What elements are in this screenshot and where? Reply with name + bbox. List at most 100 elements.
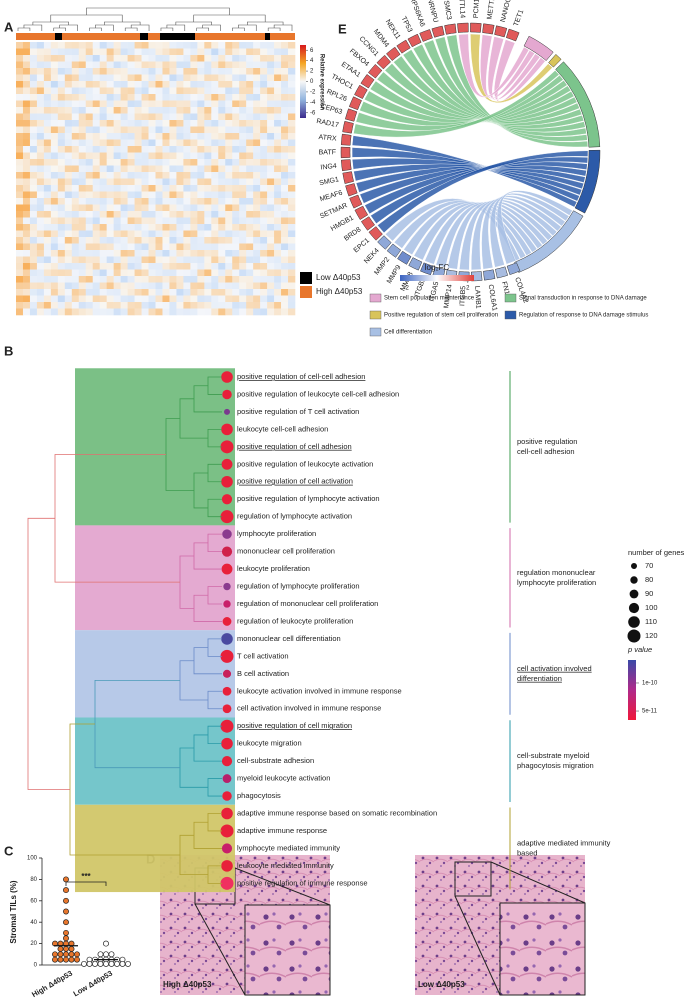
- y-tick-label: 60: [30, 898, 37, 904]
- heatmap-cell: [281, 152, 289, 160]
- heatmap-cell: [183, 126, 191, 134]
- heatmap-cell: [50, 191, 59, 199]
- heatmap-cell: [113, 146, 121, 153]
- heatmap-cell: [204, 146, 212, 153]
- heatmap-cell: [253, 178, 261, 186]
- heatmap-cell: [162, 295, 170, 303]
- heatmap-cell: [71, 276, 80, 283]
- heatmap-cell: [183, 100, 191, 108]
- term-label: leukocyte proliferation: [237, 564, 310, 573]
- heatmap-cell: [106, 217, 114, 225]
- legend-swatch: [369, 293, 382, 303]
- heatmap-cell: [99, 48, 107, 56]
- heatmap-cell: [36, 243, 45, 251]
- heatmap-cell: [260, 94, 268, 101]
- heatmap-cell: [288, 81, 296, 88]
- heatmap-cell: [239, 74, 247, 82]
- heatmap-cell: [36, 224, 45, 231]
- heatmap-cell: [22, 308, 31, 316]
- heatmap-cell: [16, 276, 24, 283]
- heatmap-cell: [16, 191, 24, 199]
- heatmap-cell: [16, 152, 24, 160]
- heatmap-cell: [183, 68, 191, 75]
- heatmap-cell: [134, 55, 142, 62]
- gene-box: [505, 28, 520, 42]
- heatmap-cell: [218, 165, 226, 173]
- heatmap-cell: [239, 295, 247, 303]
- heatmap-cell: [36, 204, 45, 212]
- heatmap-cell: [162, 302, 170, 309]
- heatmap-cell: [113, 302, 121, 309]
- heatmap-cell: [106, 191, 114, 199]
- heatmap-cell: [22, 81, 31, 88]
- heatmap-cell: [211, 211, 219, 218]
- heatmap-cell: [253, 250, 261, 257]
- heatmap-cell: [281, 308, 289, 316]
- heatmap-cell: [204, 295, 212, 303]
- heatmap-cell: [36, 74, 45, 82]
- heatmap-cell: [267, 100, 275, 108]
- gene-box: [494, 25, 508, 38]
- heatmap-cell: [134, 250, 142, 257]
- heatmap-cell: [29, 94, 38, 101]
- heatmap-cell: [43, 165, 52, 173]
- heatmap-cell: [134, 139, 142, 147]
- heatmap-cell: [106, 289, 114, 296]
- heatmap-cell: [239, 146, 247, 153]
- heatmap-cell: [246, 198, 254, 205]
- heatmap-cell: [99, 308, 107, 316]
- heatmap-cell: [43, 289, 52, 296]
- heatmap-cell: [22, 282, 31, 290]
- heatmap-cell: [232, 42, 240, 49]
- heatmap-cell: [288, 159, 296, 166]
- heatmap-cell: [29, 295, 38, 303]
- heatmap-cell: [183, 243, 191, 251]
- heatmap-cell: [155, 55, 163, 62]
- term-label: leukocyte migration: [237, 739, 302, 748]
- heatmap-cell: [162, 139, 170, 147]
- heatmap-cell: [113, 42, 121, 49]
- heatmap-cell: [169, 282, 177, 290]
- heatmap-cell: [253, 269, 261, 277]
- heatmap-cell: [204, 61, 212, 69]
- heatmap-cell: [232, 172, 240, 179]
- heatmap-cell: [288, 185, 296, 192]
- heatmap-cell: [64, 289, 73, 296]
- heatmap-cell: [64, 133, 73, 140]
- heatmap-cell: [92, 74, 100, 82]
- heatmap-cell: [57, 74, 66, 82]
- heatmap-cell: [155, 74, 163, 82]
- heatmap-cell: [267, 243, 275, 251]
- term-dot: [220, 510, 234, 524]
- heatmap-cell: [211, 55, 219, 62]
- heatmap-cell: [57, 146, 66, 153]
- gene-box: [377, 235, 392, 250]
- heatmap-cell: [169, 165, 177, 173]
- heatmap-cell: [183, 256, 191, 264]
- heatmap-cell: [169, 308, 177, 316]
- heatmap-cell: [246, 282, 254, 290]
- image-caption: High Δ40p53: [163, 980, 212, 989]
- heatmap-cell: [134, 269, 142, 277]
- heatmap-cell: [204, 289, 212, 296]
- heatmap-cell: [176, 237, 184, 244]
- heatmap-cell: [43, 276, 52, 283]
- heatmap-cell: [225, 133, 233, 140]
- heatmap-cell: [211, 42, 219, 49]
- heatmap-cell: [36, 100, 45, 108]
- heatmap-cell: [190, 152, 198, 160]
- heatmap-cell: [197, 224, 205, 231]
- heatmap-cell: [134, 165, 142, 173]
- gene-label: LAMB1: [473, 286, 481, 309]
- heatmap-cell: [267, 217, 275, 225]
- heatmap-cell: [148, 146, 156, 153]
- heatmap-cell: [22, 61, 31, 69]
- heatmap-cell: [155, 113, 163, 121]
- heatmap-cell: [99, 295, 107, 303]
- legend-swatch: [369, 310, 382, 320]
- heatmap-cell: [246, 146, 254, 153]
- heatmap-cell: [190, 282, 198, 290]
- heatmap-cell: [43, 191, 52, 199]
- gene-box: [345, 183, 358, 197]
- heatmap-cell: [260, 230, 268, 238]
